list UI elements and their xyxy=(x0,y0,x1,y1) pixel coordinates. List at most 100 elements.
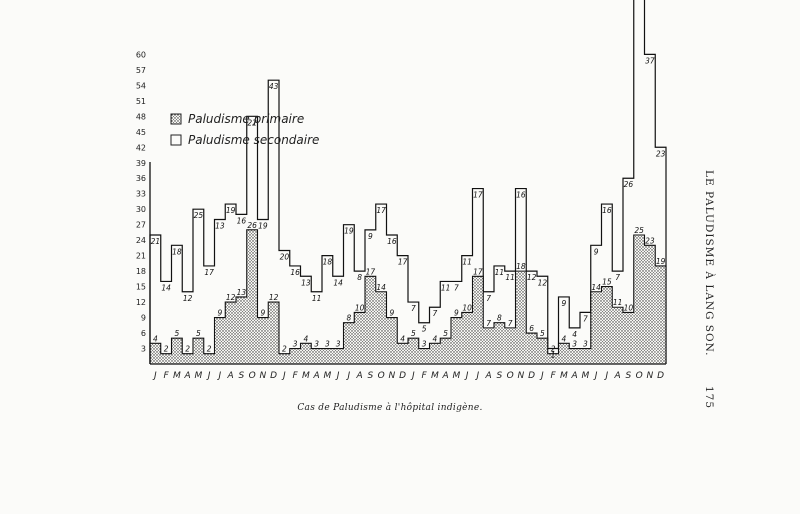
x-tick-label: J xyxy=(346,371,351,381)
x-tick-label: O xyxy=(636,371,643,381)
bar-primary-16 xyxy=(322,348,333,364)
bar-primary-10 xyxy=(257,317,269,364)
y-tick-label: 27 xyxy=(136,221,146,230)
x-tick-label: S xyxy=(497,371,503,381)
bar-secondary-35 xyxy=(526,271,537,334)
value-label-secondary: 20 xyxy=(280,252,290,261)
bar-secondary-12 xyxy=(279,250,290,354)
bar-secondary-13 xyxy=(289,265,301,349)
value-label-secondary: 17 xyxy=(376,206,386,215)
x-tick-label: D xyxy=(528,371,535,381)
x-tick-label: M xyxy=(581,371,589,381)
value-label-primary: 8 xyxy=(346,314,351,323)
value-label-secondary: 8 xyxy=(357,273,362,282)
value-label-secondary: 11 xyxy=(505,273,515,282)
x-tick-label: J xyxy=(206,371,211,381)
bar-primary-1 xyxy=(160,353,172,364)
value-label-secondary: 43 xyxy=(269,82,279,91)
bar-secondary-4 xyxy=(193,209,204,339)
bar-primary-25 xyxy=(418,348,430,364)
value-label-secondary: 19 xyxy=(344,227,354,236)
bar-primary-18 xyxy=(343,322,355,364)
value-label-primary: 5 xyxy=(540,329,545,338)
bar-primary-3 xyxy=(182,353,193,364)
x-tick-label: A xyxy=(571,371,578,381)
page-number: 175 xyxy=(703,386,715,409)
x-tick-label: M xyxy=(323,371,331,381)
x-tick-label: D xyxy=(270,371,277,381)
x-tick-label: O xyxy=(507,371,514,381)
value-label-secondary: 17 xyxy=(204,268,214,277)
y-tick-label: 30 xyxy=(136,205,146,214)
value-label-secondary: 21 xyxy=(151,237,161,246)
value-label-secondary: 37 xyxy=(645,56,655,65)
value-label-secondary: 9 xyxy=(594,247,599,256)
y-tick-label: 21 xyxy=(136,252,146,261)
bar-secondary-40 xyxy=(580,312,591,349)
value-label-primary: 3 xyxy=(422,340,427,349)
value-label-primary: 10 xyxy=(624,303,634,312)
value-label-secondary: 25 xyxy=(194,211,204,220)
value-label-secondary: 23 xyxy=(656,149,666,158)
y-tick-label: 15 xyxy=(136,283,146,292)
x-tick-label: A xyxy=(356,371,363,381)
value-label-primary: 5 xyxy=(443,329,448,338)
bar-secondary-10 xyxy=(257,219,269,318)
legend-label-secondary: Paludisme secondaire xyxy=(188,133,319,147)
bar-primary-36 xyxy=(537,338,548,364)
x-tick-label: F xyxy=(164,371,170,381)
bar-primary-47 xyxy=(655,265,666,364)
y-tick-label: 48 xyxy=(136,112,146,121)
value-label-primary: 4 xyxy=(400,334,405,343)
y-tick-label: 18 xyxy=(136,267,146,276)
y-tick-label: 3 xyxy=(141,345,146,354)
value-label-secondary: 7 xyxy=(486,294,491,303)
value-label-secondary: 13 xyxy=(215,222,225,231)
value-label-primary: 17 xyxy=(366,267,376,276)
x-tick-label: J xyxy=(539,371,544,381)
x-tick-label: D xyxy=(657,371,664,381)
value-label-primary: 4 xyxy=(561,334,566,343)
bar-secondary-26 xyxy=(429,307,441,344)
bar-primary-22 xyxy=(386,317,398,364)
value-label-primary: 2 xyxy=(551,345,556,354)
x-tick-label: M xyxy=(560,371,568,381)
bar-primary-43 xyxy=(612,307,623,364)
bar-secondary-27 xyxy=(440,281,451,339)
bar-primary-2 xyxy=(171,338,183,364)
value-label-secondary: 19 xyxy=(226,206,236,215)
x-tick-label: J xyxy=(410,371,415,381)
bar-primary-39 xyxy=(569,348,580,364)
bar-secondary-45 xyxy=(633,0,645,235)
bar-secondary-17 xyxy=(332,276,344,349)
bar-secondary-22 xyxy=(386,235,398,318)
value-label-primary: 25 xyxy=(634,226,644,235)
line-primary xyxy=(149,229,667,364)
value-label-secondary: 11 xyxy=(495,268,505,277)
bar-primary-38 xyxy=(558,343,570,364)
bar-primary-7 xyxy=(225,302,236,364)
value-label-primary: 9 xyxy=(217,309,222,318)
value-label-secondary: 1 xyxy=(551,351,556,360)
bar-secondary-6 xyxy=(214,219,226,318)
value-label-primary: 2 xyxy=(207,345,212,354)
x-tick-label: S xyxy=(239,371,245,381)
bar-primary-23 xyxy=(397,343,408,364)
value-label-primary: 4 xyxy=(153,334,158,343)
value-label-primary: 26 xyxy=(247,221,257,230)
value-label-secondary: 16 xyxy=(602,206,612,215)
bar-secondary-46 xyxy=(644,54,656,246)
bar-primary-40 xyxy=(580,348,591,364)
bar-secondary-42 xyxy=(601,204,613,287)
value-label-primary: 10 xyxy=(355,303,365,312)
x-tick-label: O xyxy=(378,371,385,381)
value-label-primary: 17 xyxy=(473,267,483,276)
value-label-primary: 2 xyxy=(282,345,287,354)
bar-secondary-41 xyxy=(590,245,602,292)
y-tick-label: 57 xyxy=(136,66,146,75)
value-label-secondary: 11 xyxy=(462,258,472,267)
bar-secondary-1 xyxy=(160,281,172,354)
value-label-primary: 6 xyxy=(529,324,534,333)
value-label-secondary: 14 xyxy=(333,278,343,287)
